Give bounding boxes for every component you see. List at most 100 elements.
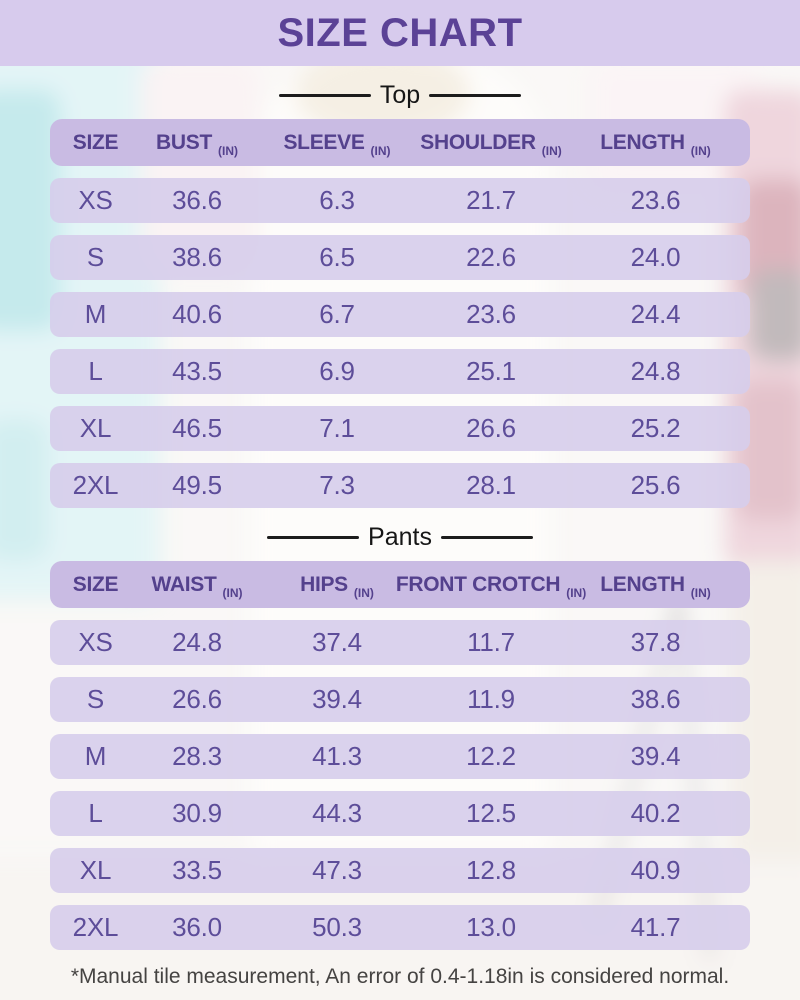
size-cell: L	[88, 798, 103, 828]
size-cell: M	[84, 299, 107, 329]
table-row: M 40.6 6.7 23.6 24.4	[50, 292, 750, 337]
column-header-size: SIZE	[72, 572, 119, 596]
value-cell: 44.3	[312, 798, 362, 828]
value-cell: 25.2	[630, 413, 681, 443]
value-cell: 43.5	[172, 356, 222, 386]
unit-label: (IN)	[217, 143, 238, 158]
value-cell: 37.8	[630, 627, 681, 657]
value-cell: 49.5	[172, 470, 222, 500]
section-title-top: Top	[379, 80, 421, 109]
value-cell: 11.7	[467, 627, 515, 657]
value-cell: 46.5	[172, 413, 222, 443]
value-cell: 41.7	[630, 912, 681, 942]
value-cell: 36.6	[172, 185, 222, 215]
unit-label: (IN)	[222, 585, 243, 600]
section-title-pants: Pants	[368, 522, 432, 551]
value-cell: 21.7	[466, 185, 516, 215]
value-cell: 13.0	[466, 912, 516, 942]
value-cell: 40.6	[172, 299, 222, 329]
value-cell: 33.5	[172, 855, 222, 885]
size-cell: XL	[79, 413, 112, 443]
value-cell: 25.6	[630, 470, 681, 500]
column-header-size: SIZE	[72, 130, 119, 154]
value-cell: 24.0	[630, 242, 681, 272]
unit-label: (IN)	[353, 585, 374, 600]
value-cell: 36.0	[172, 912, 222, 942]
value-cell: 26.6	[172, 684, 222, 714]
value-cell: 38.6	[172, 242, 222, 272]
column-header-waist: WAIST (IN)	[151, 572, 243, 600]
size-cell: S	[86, 684, 105, 714]
measurement-disclaimer: *Manual tile measurement, An error of 0.…	[70, 965, 730, 988]
column-header-front-crotch: FRONT CROTCH (IN)	[395, 572, 587, 600]
pants-table-body: XS 24.8 37.4 11.7 37.8 S 26.6 39.4 11.9 38.6 M 28.3…	[50, 620, 750, 950]
value-cell: 40.2	[630, 798, 681, 828]
value-cell: 26.6	[466, 413, 516, 443]
table-row: XS 36.6 6.3 21.7 23.6	[50, 178, 750, 223]
value-cell: 7.3	[319, 470, 355, 500]
table-row: L 30.9 44.3 12.5 40.2	[50, 791, 750, 836]
top-section: Top SIZE BUST (IN) SLEEVE (IN) SHOULDER (IN…	[50, 79, 750, 508]
label-rule-left	[278, 93, 371, 97]
table-row: XL 46.5 7.1 26.6 25.2	[50, 406, 750, 451]
value-cell: 25.1	[466, 356, 516, 386]
value-cell: 12.2	[466, 741, 516, 771]
section-label-top: Top	[50, 79, 750, 111]
value-cell: 6.5	[319, 242, 355, 272]
value-cell: 37.4	[312, 627, 362, 657]
unit-label: (IN)	[690, 143, 711, 158]
column-header-shoulder: SHOULDER (IN)	[420, 130, 562, 158]
size-cell: XS	[78, 627, 113, 657]
table-row: 2XL 49.5 7.3 28.1 25.6	[50, 463, 750, 508]
label-rule-right	[440, 535, 533, 539]
value-cell: 24.4	[630, 299, 681, 329]
value-cell: 12.8	[466, 855, 516, 885]
size-cell: M	[84, 741, 107, 771]
value-cell: 24.8	[630, 356, 681, 386]
top-table-body: XS 36.6 6.3 21.7 23.6 S 38.6 6.5 22.6 24.0 M 40.6 6.…	[50, 178, 750, 508]
size-cell: XS	[78, 185, 113, 215]
size-cell: 2XL	[72, 470, 119, 500]
value-cell: 6.7	[319, 299, 355, 329]
unit-label: (IN)	[566, 585, 587, 600]
value-cell: 38.6	[630, 684, 681, 714]
top-table-header-row: SIZE BUST (IN) SLEEVE (IN) SHOULDER (IN) LE…	[50, 119, 750, 166]
value-cell: 28.1	[466, 470, 516, 500]
value-cell: 40.9	[630, 855, 681, 885]
section-label-pants: Pants	[50, 521, 750, 553]
table-row: M 28.3 41.3 12.2 39.4	[50, 734, 750, 779]
column-header-length: LENGTH (IN)	[600, 130, 711, 158]
value-cell: 30.9	[172, 798, 222, 828]
size-cell: 2XL	[72, 912, 119, 942]
pants-table-header-row: SIZE WAIST (IN) HIPS (IN) FRONT CROTCH (IN)…	[50, 561, 750, 608]
value-cell: 6.3	[319, 185, 355, 215]
value-cell: 23.6	[630, 185, 681, 215]
size-cell: XL	[79, 855, 112, 885]
value-cell: 28.3	[172, 741, 222, 771]
label-rule-left	[267, 535, 360, 539]
column-header-hips: HIPS (IN)	[300, 572, 374, 600]
value-cell: 6.9	[319, 356, 355, 386]
title-banner: SIZE CHART	[0, 0, 800, 66]
unit-label: (IN)	[541, 143, 562, 158]
table-row: XL 33.5 47.3 12.8 40.9	[50, 848, 750, 893]
value-cell: 7.1	[319, 413, 355, 443]
size-cell: S	[86, 242, 105, 272]
table-row: 2XL 36.0 50.3 13.0 41.7	[50, 905, 750, 950]
pants-section: Pants SIZE WAIST (IN) HIPS (IN) FRONT CROT…	[50, 521, 750, 950]
value-cell: 23.6	[466, 299, 516, 329]
table-row: L 43.5 6.9 25.1 24.8	[50, 349, 750, 394]
unit-label: (IN)	[370, 143, 391, 158]
label-rule-right	[429, 93, 522, 97]
page-title: SIZE CHART	[277, 10, 523, 55]
table-row: S 26.6 39.4 11.9 38.6	[50, 677, 750, 722]
value-cell: 50.3	[312, 912, 362, 942]
table-row: S 38.6 6.5 22.6 24.0	[50, 235, 750, 280]
value-cell: 11.9	[467, 684, 515, 714]
value-cell: 24.8	[172, 627, 222, 657]
column-header-bust: BUST (IN)	[156, 130, 238, 158]
value-cell: 41.3	[312, 741, 362, 771]
unit-label: (IN)	[690, 585, 711, 600]
value-cell: 39.4	[312, 684, 362, 714]
